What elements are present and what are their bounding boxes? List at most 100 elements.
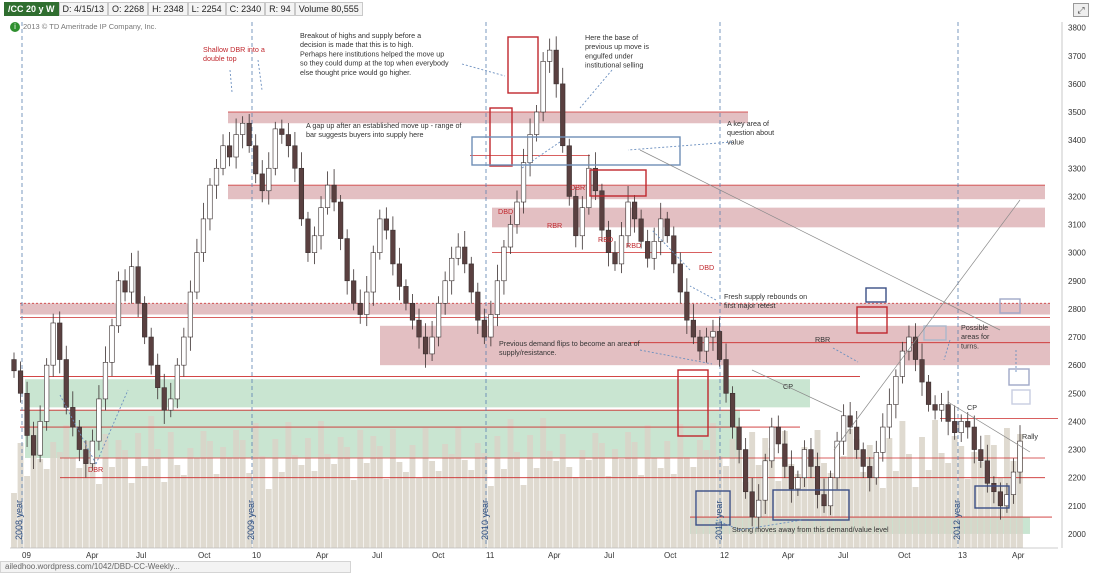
zone-supply-4 (380, 325, 1050, 366)
candle-body (854, 426, 860, 450)
volume-bar (566, 467, 573, 548)
candle-body (808, 449, 814, 467)
candle-body (729, 392, 736, 428)
annotation-arrow (689, 285, 717, 301)
candle-body (331, 184, 337, 203)
volume-bar (233, 430, 240, 548)
volume-bar (775, 481, 782, 548)
candle-body (24, 392, 30, 436)
candle-body (220, 145, 226, 169)
copyright-line: i 2013 © TD Ameritrade IP Company, Inc. (10, 22, 157, 33)
volume-bar (409, 445, 416, 548)
candle-body (677, 263, 683, 293)
volume-bar (801, 447, 808, 548)
y-tick-label: 2800 (1068, 305, 1086, 314)
candle-body (50, 322, 56, 366)
annotation-line: Perhaps here institutions helped the mov… (300, 49, 444, 58)
annotation-arrow (579, 69, 613, 109)
volume-bar (494, 436, 501, 548)
volume-bar (670, 474, 677, 548)
volume-bar (572, 477, 579, 548)
candle-body (684, 291, 690, 321)
candle-body (873, 452, 879, 478)
candle-body (436, 302, 442, 338)
volume-bar (866, 445, 873, 548)
volume-bar (690, 467, 697, 548)
candle-body (416, 319, 422, 338)
candle-body (422, 336, 429, 355)
volume-bar (442, 444, 449, 548)
volume-bar (63, 425, 70, 548)
y-tick-label: 3600 (1068, 80, 1086, 89)
candle-body (834, 440, 840, 478)
volume-bar (899, 421, 906, 548)
y-tick-label: 3200 (1068, 192, 1086, 201)
volume-bar (272, 439, 279, 548)
symbol-label[interactable]: /CC 20 y W (4, 2, 59, 16)
candle-body (965, 421, 971, 428)
candle-body (109, 325, 115, 363)
year-label: 2008 year (14, 500, 24, 540)
candle-body (827, 477, 834, 507)
candle-body (409, 302, 416, 321)
candle-body (919, 359, 925, 383)
candle-body (978, 449, 984, 462)
volume-bar (252, 423, 259, 548)
y-tick-label: 2900 (1068, 277, 1086, 286)
candle-body (390, 229, 396, 265)
volume-bar (847, 429, 854, 548)
volume-bar (598, 443, 605, 548)
volume-bar (69, 458, 76, 548)
trend-line (947, 401, 1031, 453)
candle-body (370, 252, 376, 293)
candle-body (841, 415, 847, 442)
zone-highlight-box (974, 485, 1010, 509)
volume-bar (337, 437, 344, 548)
year-label: 2012 year (952, 500, 962, 540)
candle-body (645, 241, 651, 259)
volume-bar (520, 485, 527, 548)
volume-bar (389, 429, 396, 548)
volume-bar (919, 437, 925, 548)
year-label: 2009 year (246, 500, 256, 540)
candle-body (1017, 440, 1023, 473)
candle-body (168, 398, 174, 411)
expand-icon[interactable]: ⤢ (1073, 3, 1089, 17)
x-tick-label: Oct (664, 551, 677, 560)
chart-annotation: Breakout of highs and supply before a dec… (300, 31, 449, 77)
volume-bar (723, 466, 729, 548)
candle-body (514, 201, 520, 225)
annotation-line: Strong moves away from this demand/value… (732, 525, 889, 534)
y-tick-label: 3000 (1068, 249, 1086, 258)
candle-body (200, 218, 207, 253)
y-tick-label: 2200 (1068, 474, 1086, 483)
volume-bar (605, 476, 612, 548)
candle-body (266, 167, 272, 192)
volume-bar (879, 488, 886, 548)
annotation-arrow (739, 519, 803, 531)
volume-bar (1010, 461, 1017, 548)
high-readout: H: 2348 (148, 2, 188, 16)
volume-bar (638, 475, 645, 548)
x-tick-label: Apr (86, 551, 99, 560)
volume-bar (971, 452, 978, 548)
info-icon[interactable]: i (10, 22, 20, 33)
volume-bar (396, 462, 403, 548)
annotation-line: bar suggests buyers into supply here (306, 130, 423, 139)
volume-bar (853, 439, 860, 548)
candle-body (945, 404, 951, 422)
volume-bar (990, 445, 997, 548)
annotation-arrow (257, 59, 263, 91)
candle-body (520, 162, 527, 203)
candle-body (527, 134, 533, 163)
trend-line (751, 369, 843, 413)
volume-bar (657, 468, 664, 548)
candle-body (788, 466, 794, 490)
candle-body (579, 207, 585, 237)
volume-bar (729, 439, 736, 548)
candle-body (749, 491, 755, 518)
candle-body (364, 291, 370, 315)
candle-body (429, 336, 435, 355)
volume-bar (43, 469, 50, 548)
candle-body (233, 134, 239, 158)
